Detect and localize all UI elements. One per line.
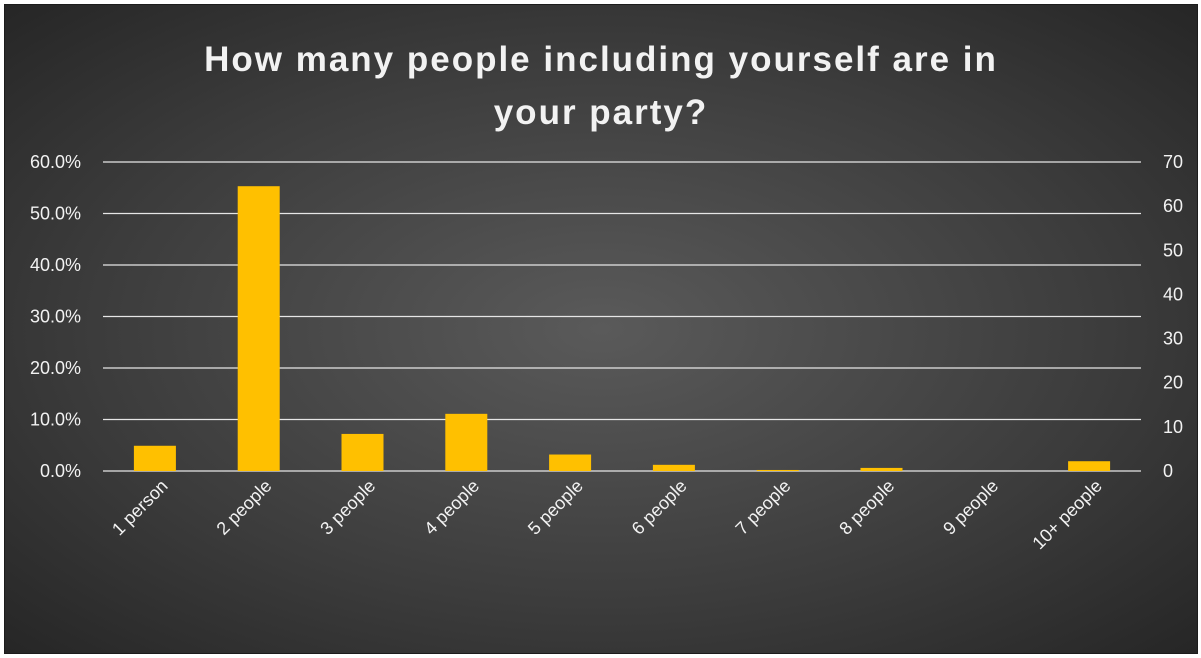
x-category-label: 9 people [939, 476, 1002, 539]
y-tick-label: 50.0% [30, 204, 81, 224]
y-tick-label: 40.0% [30, 255, 81, 275]
bar [237, 186, 280, 471]
y2-tick-label: 0 [1163, 461, 1173, 481]
bar [756, 469, 799, 471]
x-category-label: 10+ people [1028, 476, 1105, 553]
x-category-label: 5 people [524, 476, 587, 539]
x-category-label: 7 people [732, 476, 795, 539]
x-category-label: 1 person [108, 476, 172, 540]
x-category-label: 6 people [628, 476, 691, 539]
x-category-label: 2 people [213, 476, 276, 539]
y2-tick-label: 20 [1163, 373, 1183, 393]
x-category-label: 4 people [420, 476, 483, 539]
bar [1068, 461, 1111, 471]
bar [652, 464, 695, 471]
chart-title: How many people including yourself are i… [5, 33, 1197, 139]
chart-title-line-2: your party? [493, 93, 709, 132]
y2-tick-label: 50 [1163, 240, 1183, 260]
y-tick-label: 60.0% [30, 152, 81, 172]
x-category-label: 3 people [316, 476, 379, 539]
bar [133, 445, 176, 471]
x-category-label: 8 people [835, 476, 898, 539]
y2-tick-label: 40 [1163, 284, 1183, 304]
y2-tick-label: 10 [1163, 417, 1183, 437]
y-tick-label: 20.0% [30, 358, 81, 378]
bar [549, 454, 592, 471]
y2-tick-label: 30 [1163, 329, 1183, 349]
chart-title-line-1: How many people including yourself are i… [204, 40, 998, 79]
y2-tick-label: 60 [1163, 196, 1183, 216]
chart-frame: How many people including yourself are i… [4, 4, 1198, 654]
y-tick-label: 0.0% [40, 461, 81, 481]
bar [445, 413, 488, 471]
y-tick-label: 30.0% [30, 307, 81, 327]
y2-tick-label: 70 [1163, 152, 1183, 172]
bar-chart: 0.0% 10.0% 20.0% 30.0% 40.0% 50.0% 60.0% 0 10 20 3… [30, 152, 1183, 553]
bar [860, 467, 903, 471]
y-tick-label: 10.0% [30, 410, 81, 430]
bar [341, 433, 384, 471]
